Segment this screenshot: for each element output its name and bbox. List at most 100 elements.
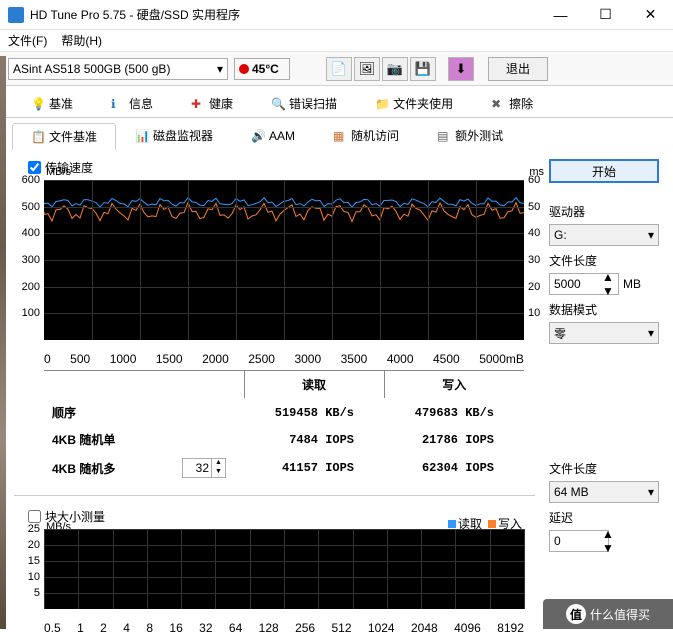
chevron-down-icon: ▾ <box>648 228 654 242</box>
tab-label: 磁盘监视器 <box>153 127 213 144</box>
transfer-chart: 600500400300200100 605040302010 ms <box>44 180 524 340</box>
spin-down-icon[interactable]: ▼ <box>602 541 614 555</box>
tab-icon: 📊 <box>135 129 149 143</box>
chart1-yleft-unit: MB/s <box>46 166 71 178</box>
watermark-icon: 值 <box>566 604 586 624</box>
legend-write-icon <box>488 520 496 528</box>
chart1-x-axis: 0500100015002000250030003500400045005000… <box>44 352 524 366</box>
tab-icon: ℹ <box>111 97 125 111</box>
filelen-spinner[interactable]: ▲▼ <box>549 273 619 295</box>
filelen-input[interactable] <box>550 277 602 291</box>
tab-icon: 🔍 <box>271 97 285 111</box>
copy-screenshot-button[interactable]: 🖼 <box>354 57 380 81</box>
tab-擦除[interactable]: ✖擦除 <box>472 90 552 117</box>
toolbar: ASint AS518 500GB (500 gB) ▾ 45°C 📄 🖼 📷 … <box>0 52 673 86</box>
temp-indicator-icon <box>239 64 249 74</box>
transfer-speed-checkbox[interactable] <box>28 161 41 174</box>
menu-help[interactable]: 帮助(H) <box>61 32 102 49</box>
start-button[interactable]: 开始 <box>549 159 659 183</box>
minimize-button[interactable]: — <box>538 0 583 30</box>
tab-label: 基准 <box>49 95 73 112</box>
tab-icon: ✚ <box>191 97 205 111</box>
legend-read-icon <box>448 520 456 528</box>
watermark: 值 什么值得买 <box>543 599 673 629</box>
driver-select[interactable]: G: ▾ <box>549 224 659 246</box>
driver-label: 驱动器 <box>549 203 659 220</box>
tab-额外测试[interactable]: ▤ 额外测试 <box>418 122 522 149</box>
mode-select[interactable]: 零▾ <box>549 322 659 344</box>
delay-spinner[interactable]: ▲▼ <box>549 530 609 552</box>
result-row: 4KB 随机单7484 IOPS21786 IOPS <box>44 426 524 453</box>
screenshot-button[interactable]: 📷 <box>382 57 408 81</box>
blocksize-checkbox[interactable] <box>28 510 41 523</box>
menubar: 文件(F) 帮助(H) <box>0 30 673 52</box>
maximize-button[interactable]: ☐ <box>583 0 628 30</box>
tab-文件基准[interactable]: 📋 文件基准 <box>12 123 116 150</box>
tab-icon: 💡 <box>31 97 45 111</box>
tab-磁盘监视器[interactable]: 📊 磁盘监视器 <box>116 122 232 149</box>
driver-value: G: <box>554 228 567 242</box>
drive-select[interactable]: ASint AS518 500GB (500 gB) ▾ <box>8 58 228 80</box>
menu-file[interactable]: 文件(F) <box>8 32 47 49</box>
copy-text-button[interactable]: 📄 <box>326 57 352 81</box>
chevron-down-icon: ▾ <box>648 326 654 340</box>
tab-label: 文件基准 <box>49 128 97 145</box>
result-row: 顺序519458 KB/s479683 KB/s <box>44 399 524 427</box>
tab-基准[interactable]: 💡 基准 <box>12 90 92 117</box>
exit-button[interactable]: 退出 <box>488 57 548 81</box>
delay-input[interactable] <box>550 534 602 548</box>
temperature-display: 45°C <box>234 58 290 80</box>
spin-up-icon[interactable]: ▲ <box>602 527 614 541</box>
tab-label: 健康 <box>209 95 233 112</box>
filelen2-select[interactable]: 64 MB ▾ <box>549 481 659 503</box>
tab-错误扫描[interactable]: 🔍 错误扫描 <box>252 90 356 117</box>
save-button[interactable]: 💾 <box>410 57 436 81</box>
filelen-unit: MB <box>623 277 641 291</box>
close-button[interactable]: ✕ <box>628 0 673 30</box>
tab-健康[interactable]: ✚ 健康 <box>172 90 252 117</box>
tab-icon: 📁 <box>375 97 389 111</box>
threads-spinner[interactable]: ▲▼ <box>182 458 226 478</box>
tab-AAM[interactable]: 🔊 AAM <box>232 122 314 149</box>
mode-label: 数据模式 <box>549 301 659 318</box>
tab-icon: 📋 <box>31 130 45 144</box>
tab-信息[interactable]: ℹ 信息 <box>92 90 172 117</box>
results-table: 读取写入顺序519458 KB/s479683 KB/s4KB 随机单7484 … <box>44 370 524 483</box>
app-icon <box>8 7 24 23</box>
temperature-value: 45°C <box>252 62 279 76</box>
drive-select-value: ASint AS518 500GB (500 gB) <box>13 62 170 76</box>
threads-input[interactable] <box>183 461 211 475</box>
titlebar: HD Tune Pro 5.75 - 硬盘/SSD 实用程序 — ☐ ✕ <box>0 0 673 30</box>
tab-icon: ▦ <box>333 129 347 143</box>
tab-icon: ▤ <box>437 129 451 143</box>
watermark-text: 什么值得买 <box>590 606 650 623</box>
chart2-x-axis: 0.512481632641282565121024204840968192 <box>44 621 524 635</box>
primary-tabs: 💡 基准 ℹ 信息 ✚ 健康 🔍 错误扫描 📁 文件夹使用 ✖擦除 <box>0 86 673 118</box>
tab-label: 文件夹使用 <box>393 95 453 112</box>
tab-icon: 🔊 <box>251 129 265 143</box>
tab-label: 擦除 <box>509 95 533 112</box>
blocksize-chart: 读取 写入 252015105 <box>44 529 524 609</box>
tab-label: 随机访问 <box>351 127 399 144</box>
filelen-label: 文件长度 <box>549 252 659 269</box>
filelen2-value: 64 MB <box>554 485 589 499</box>
tab-随机访问[interactable]: ▦ 随机访问 <box>314 122 418 149</box>
tab-label: 错误扫描 <box>289 95 337 112</box>
tab-label: 额外测试 <box>455 127 503 144</box>
chart1-yright-unit: ms <box>529 166 544 178</box>
spin-up-icon[interactable]: ▲ <box>602 270 616 284</box>
tab-label: 信息 <box>129 95 153 112</box>
result-row: 4KB 随机多▲▼41157 IOPS62304 IOPS <box>44 453 524 483</box>
chevron-down-icon: ▾ <box>648 485 654 499</box>
tab-文件夹使用[interactable]: 📁 文件夹使用 <box>356 90 472 117</box>
secondary-tabs: 📋 文件基准 📊 磁盘监视器 🔊 AAM ▦ 随机访问 ▤ 额外测试 <box>0 118 673 149</box>
mode-value: 零 <box>554 325 566 342</box>
side-panel: 开始 驱动器 G:▾ 文件长度 ▲▼ MB 数据模式 零▾ 文件长度 64 MB… <box>549 159 659 609</box>
delay-label: 延迟 <box>549 509 659 526</box>
tab-label: AAM <box>269 129 295 143</box>
options-button[interactable]: ⬇ <box>448 57 474 81</box>
window-title: HD Tune Pro 5.75 - 硬盘/SSD 实用程序 <box>30 6 538 23</box>
filelen2-label: 文件长度 <box>549 460 659 477</box>
chevron-down-icon: ▾ <box>217 62 223 76</box>
spin-down-icon[interactable]: ▼ <box>602 284 616 298</box>
